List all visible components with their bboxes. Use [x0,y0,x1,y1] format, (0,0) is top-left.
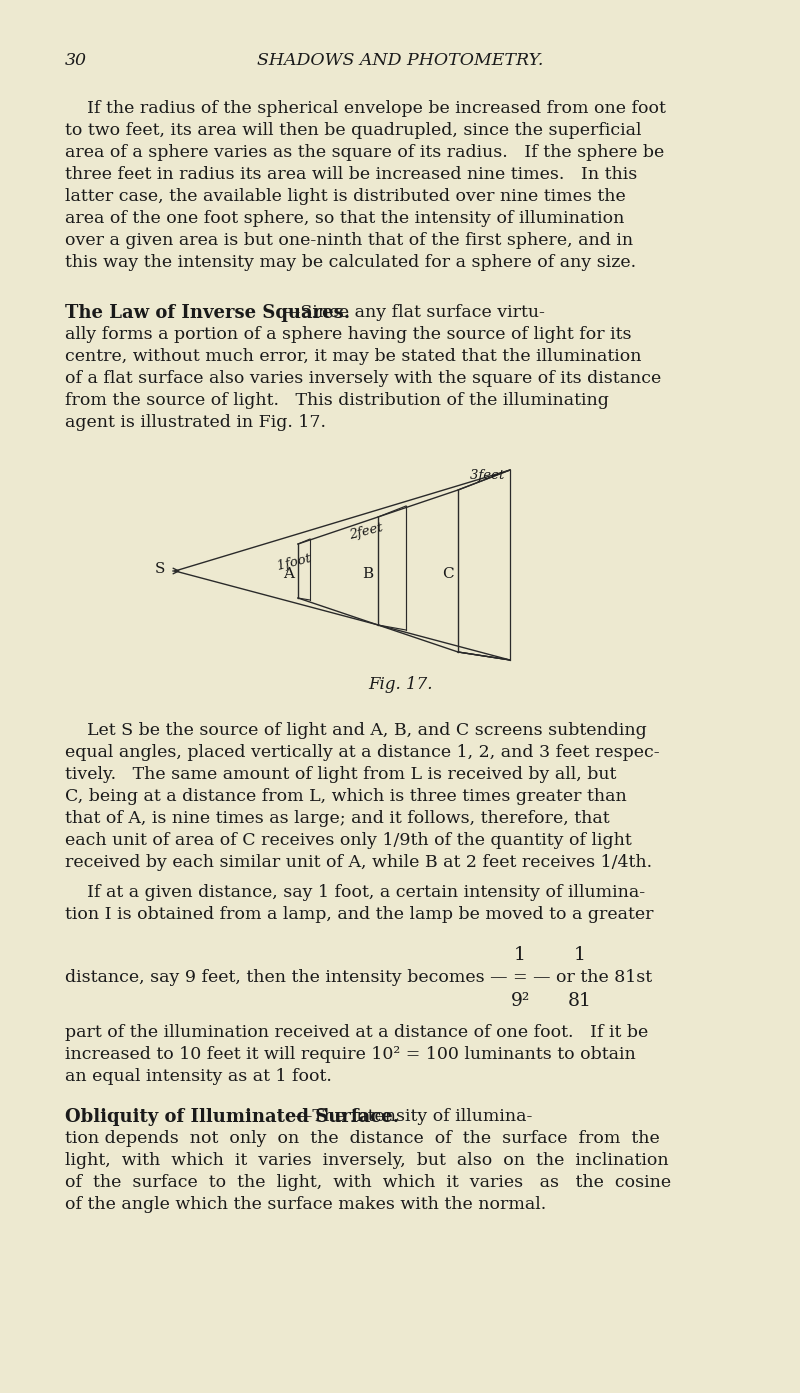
Text: centre, without much error, it may be stated that the illumination: centre, without much error, it may be st… [65,348,642,365]
Text: to two feet, its area will then be quadrupled, since the superficial: to two feet, its area will then be quadr… [65,123,642,139]
Text: an equal intensity as at 1 foot.: an equal intensity as at 1 foot. [65,1068,332,1085]
Text: received by each similar unit of A, while B at 2 feet receives 1/4th.: received by each similar unit of A, whil… [65,854,652,871]
Text: of a flat surface also varies inversely with the square of its distance: of a flat surface also varies inversely … [65,371,662,387]
Text: increased to 10 feet it will require 10² = 100 luminants to obtain: increased to 10 feet it will require 10²… [65,1046,636,1063]
Text: 9²: 9² [510,992,530,1010]
Text: B: B [362,567,373,581]
Text: area of the one foot sphere, so that the intensity of illumination: area of the one foot sphere, so that the… [65,210,624,227]
Text: The Law of Inverse Squares.: The Law of Inverse Squares. [65,304,350,322]
Text: 1: 1 [514,946,526,964]
Text: SHADOWS AND PHOTOMETRY.: SHADOWS AND PHOTOMETRY. [257,52,543,70]
Text: of  the  surface  to  the  light,  with  which  it  varies   as   the  cosine: of the surface to the light, with which … [65,1174,671,1191]
Text: ally forms a portion of a sphere having the source of light for its: ally forms a portion of a sphere having … [65,326,631,343]
Text: three feet in radius its area will be increased nine times.   In this: three feet in radius its area will be in… [65,166,638,182]
Text: equal angles, placed vertically at a distance 1, 2, and 3 feet respec-: equal angles, placed vertically at a dis… [65,744,660,761]
Text: C, being at a distance from L, which is three times greater than: C, being at a distance from L, which is … [65,788,626,805]
Text: Fig. 17.: Fig. 17. [368,676,432,692]
Text: C: C [442,567,454,581]
Text: each unit of area of C receives only 1/9th of the quantity of light: each unit of area of C receives only 1/9… [65,832,632,848]
Text: light,  with  which  it  varies  inversely,  but  also  on  the  inclination: light, with which it varies inversely, b… [65,1152,669,1169]
Text: S: S [155,561,166,575]
Text: A: A [283,567,294,581]
Text: 2​feet: 2​feet [348,521,385,542]
Text: 30: 30 [65,52,87,70]
Text: 1​foot: 1​foot [276,552,313,573]
Text: Obliquity of Illuminated Surface.: Obliquity of Illuminated Surface. [65,1107,399,1126]
Text: that of A, is nine times as large; and it follows, therefore, that: that of A, is nine times as large; and i… [65,809,610,827]
Text: tively.   The same amount of light from L is received by all, but: tively. The same amount of light from L … [65,766,616,783]
Text: part of the illumination received at a distance of one foot.   If it be: part of the illumination received at a d… [65,1024,648,1041]
Text: this way the intensity may be calculated for a sphere of any size.: this way the intensity may be calculated… [65,254,636,272]
Text: 3​feet: 3​feet [470,469,504,482]
Text: If the radius of the spherical envelope be increased from one foot: If the radius of the spherical envelope … [65,100,666,117]
Text: over a given area is but one-ninth that of the first sphere, and in: over a given area is but one-ninth that … [65,233,633,249]
Text: area of a sphere varies as the square of its radius.   If the sphere be: area of a sphere varies as the square of… [65,143,664,162]
Text: If at a given distance, say 1 foot, a certain intensity of illumina-: If at a given distance, say 1 foot, a ce… [65,885,645,901]
Text: —Since any flat surface virtu-: —Since any flat surface virtu- [283,304,545,320]
Text: agent is illustrated in Fig. 17.: agent is illustrated in Fig. 17. [65,414,326,430]
Text: tion depends  not  only  on  the  distance  of  the  surface  from  the: tion depends not only on the distance of… [65,1130,660,1146]
Text: 81: 81 [568,992,592,1010]
Text: 1: 1 [574,946,586,964]
Text: from the source of light.   This distribution of the illuminating: from the source of light. This distribut… [65,391,609,410]
Text: latter case, the available light is distributed over nine times the: latter case, the available light is dist… [65,188,626,205]
Text: distance, say 9 feet, then the intensity becomes — = — or the 81st: distance, say 9 feet, then the intensity… [65,970,652,986]
Text: Let S be the source of light and A, B, and C screens subtending: Let S be the source of light and A, B, a… [65,722,646,740]
Text: tion I is obtained from a lamp, and the lamp be moved to a greater: tion I is obtained from a lamp, and the … [65,905,654,924]
Text: —The intensity of illumina-: —The intensity of illumina- [295,1107,532,1126]
Text: of the angle which the surface makes with the normal.: of the angle which the surface makes wit… [65,1197,546,1213]
